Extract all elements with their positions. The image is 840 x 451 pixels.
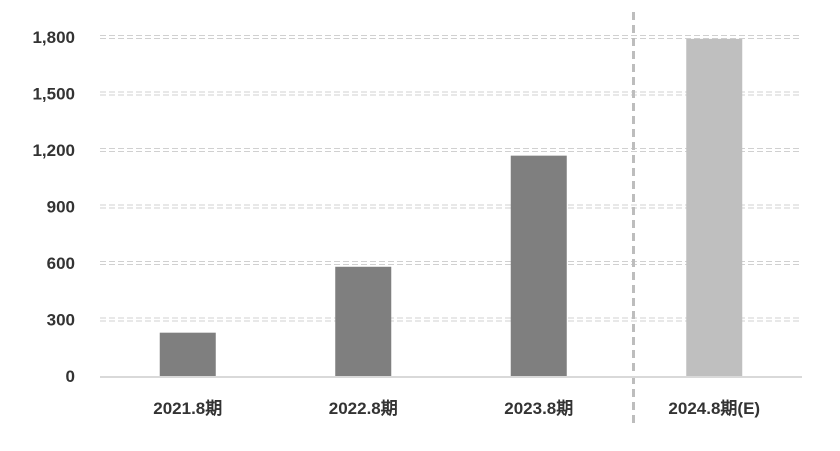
bar bbox=[686, 38, 743, 377]
y-tick-label: 1,200 bbox=[32, 141, 75, 160]
y-tick-label: 600 bbox=[47, 254, 75, 273]
y-tick-label: 1,800 bbox=[32, 28, 75, 47]
x-axis-tick-labels: 2021.8期 2022.8期 2023.8期 2024.8期(E) bbox=[153, 399, 760, 418]
bar bbox=[335, 266, 392, 376]
y-axis-tick-labels: 0 300 600 900 1,200 1,500 1,800 bbox=[32, 28, 75, 386]
bar bbox=[510, 155, 567, 376]
y-tick-label: 0 bbox=[66, 367, 75, 386]
y-tick-label: 1,500 bbox=[32, 85, 75, 104]
x-tick-label: 2023.8期 bbox=[504, 399, 573, 418]
bars bbox=[159, 38, 743, 377]
gridlines bbox=[100, 35, 802, 322]
y-tick-label: 900 bbox=[47, 198, 75, 217]
bar bbox=[159, 332, 216, 376]
x-tick-label: 2021.8期 bbox=[153, 399, 222, 418]
x-tick-label: 2022.8期 bbox=[329, 399, 398, 418]
y-tick-label: 300 bbox=[47, 311, 75, 330]
x-tick-label: 2024.8期(E) bbox=[668, 399, 760, 418]
